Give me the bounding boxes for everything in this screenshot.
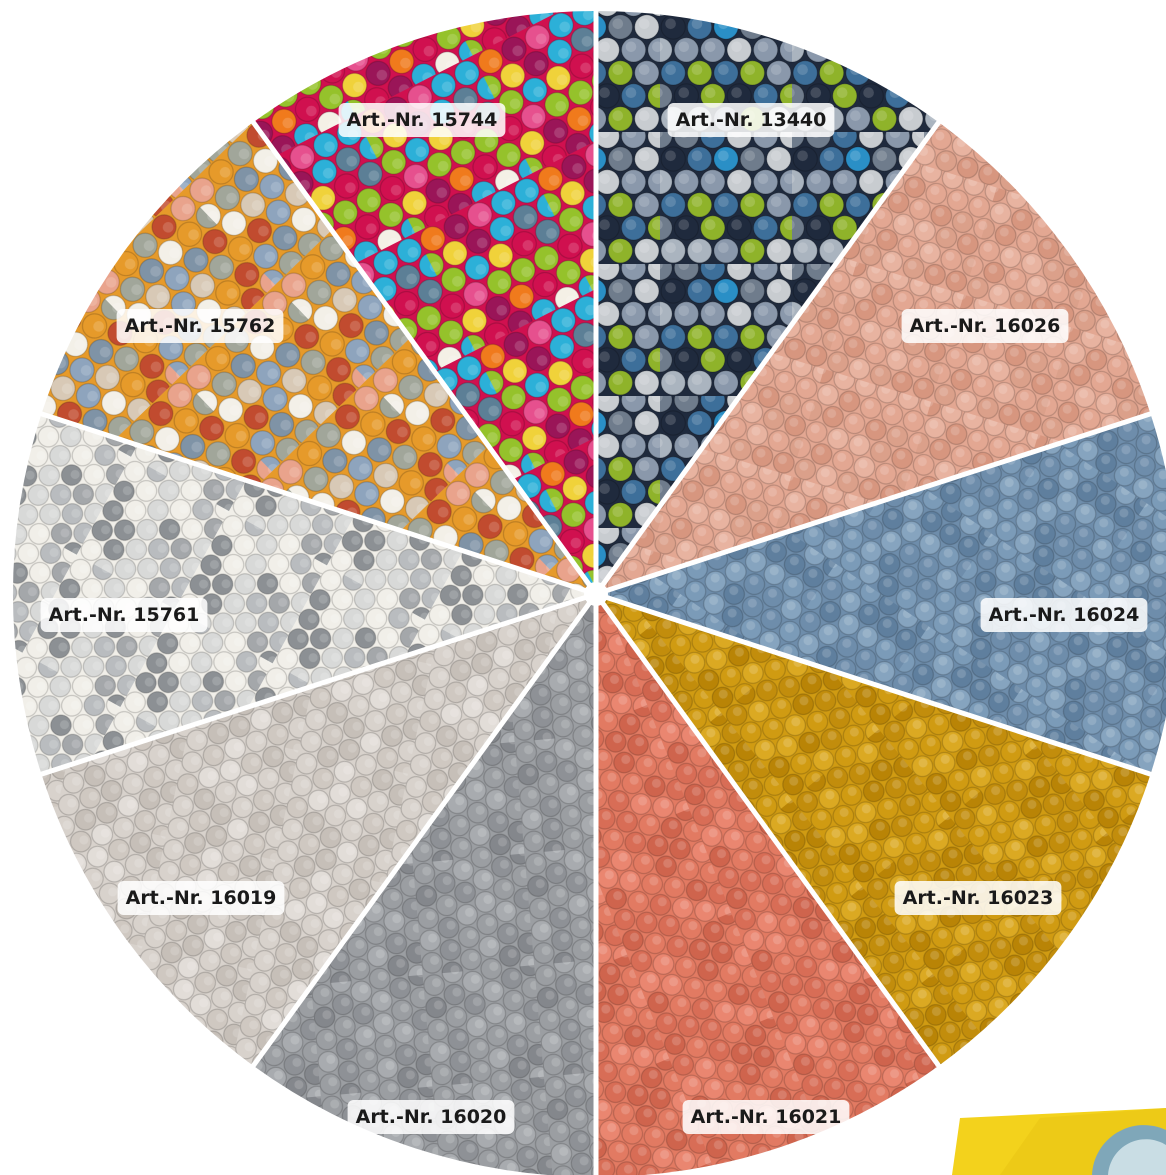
- label-background: [667, 103, 835, 137]
- wedge-15744: [253, 11, 597, 594]
- wedge-15762: [41, 122, 596, 595]
- label-background: [894, 881, 1062, 915]
- label-background: [338, 103, 506, 137]
- article-number-text: Art.-Nr. 16020: [356, 1106, 507, 1128]
- center-hub: [584, 582, 608, 606]
- divider-line: [595, 410, 1156, 597]
- sector-label-13440: Art.-Nr. 13440: [667, 103, 835, 137]
- wedge-16023: [596, 594, 1151, 1066]
- wedge-13440: [596, 10, 939, 594]
- article-number-text: Art.-Nr. 15762: [125, 315, 276, 337]
- divider-line: [248, 592, 599, 1071]
- label-background: [980, 598, 1148, 632]
- article-number-text: Art.-Nr. 15744: [347, 109, 498, 131]
- label-background: [116, 309, 284, 343]
- sector-label-16021: Art.-Nr. 16021: [682, 1100, 850, 1134]
- sector-label-16023: Art.-Nr. 16023: [894, 881, 1062, 915]
- article-number-text: Art.-Nr. 13440: [676, 109, 827, 131]
- sector-label-16026: Art.-Nr. 16026: [901, 309, 1069, 343]
- divider-line: [36, 591, 597, 778]
- wedge-15761: [12, 413, 596, 775]
- label-background: [901, 309, 1069, 343]
- white-dividers: [36, 7, 1156, 1175]
- wedge-16020: [253, 594, 596, 1175]
- sector-label-15761: Art.-Nr. 15761: [40, 598, 208, 632]
- article-number-labels: Art.-Nr. 13440 Art.-Nr. 16026 Art.-Nr. 1…: [40, 103, 1148, 1134]
- corner-product-image: [952, 1108, 1166, 1175]
- divider-line: [593, 592, 944, 1071]
- label-background: [347, 1100, 515, 1134]
- article-number-text: Art.-Nr. 16024: [989, 604, 1140, 626]
- divider-line: [595, 591, 1156, 778]
- label-background: [117, 881, 285, 915]
- sector-label-16020: Art.-Nr. 16020: [347, 1100, 515, 1134]
- sector-label-15762: Art.-Nr. 15762: [116, 309, 284, 343]
- sample-wedges: [12, 10, 1166, 1175]
- article-number-text: Art.-Nr. 16026: [910, 315, 1061, 337]
- divider-line: [248, 117, 599, 596]
- wedge-16026: [596, 122, 1151, 595]
- label-background: [40, 598, 208, 632]
- wedge-16019: [41, 594, 596, 1066]
- article-number-text: Art.-Nr. 16019: [126, 887, 277, 909]
- wedge-16021: [596, 594, 939, 1175]
- article-number-text: Art.-Nr. 16021: [691, 1106, 842, 1128]
- sector-label-16019: Art.-Nr. 16019: [117, 881, 285, 915]
- article-number-text: Art.-Nr. 15761: [49, 604, 200, 626]
- sector-label-15744: Art.-Nr. 15744: [338, 103, 506, 137]
- divider-line: [36, 410, 597, 597]
- sector-label-16024: Art.-Nr. 16024: [980, 598, 1148, 632]
- article-number-text: Art.-Nr. 16023: [903, 887, 1054, 909]
- wedge-16024: [596, 413, 1166, 775]
- divider-line: [593, 117, 944, 596]
- label-background: [682, 1100, 850, 1134]
